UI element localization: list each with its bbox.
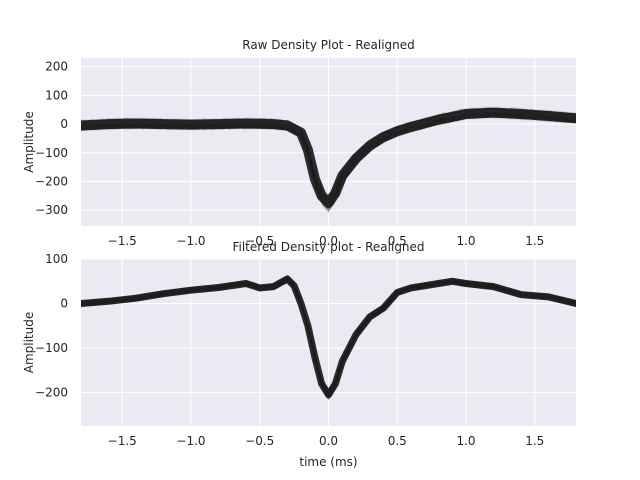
y-tick-label: 100 <box>45 88 68 102</box>
x-tick-label: 0.0 <box>319 234 338 248</box>
y-axis-label: Amplitude <box>22 312 36 374</box>
density-traces <box>81 105 576 214</box>
y-tick-label: −100 <box>35 341 68 355</box>
y-tick-label: −200 <box>35 174 68 188</box>
x-tick-label: −1.5 <box>108 234 137 248</box>
x-tick-label: −1.0 <box>176 434 205 448</box>
x-tick-label: 1.5 <box>525 234 544 248</box>
density-core-line <box>81 275 576 399</box>
y-tick-label: −200 <box>35 386 68 400</box>
x-tick-label: −0.5 <box>245 434 274 448</box>
x-tick-label: 1.0 <box>456 234 475 248</box>
x-tick-label: 1.5 <box>525 434 544 448</box>
x-tick-label: −1.0 <box>176 234 205 248</box>
x-tick-label: −0.5 <box>245 234 274 248</box>
y-tick-label: 0 <box>60 297 68 311</box>
x-tick-label: −1.5 <box>108 434 137 448</box>
x-axis-label: time (ms) <box>299 455 357 469</box>
chart-title: Raw Density Plot - Realigned <box>242 38 415 52</box>
y-tick-label: 100 <box>45 252 68 266</box>
x-tick-label: 1.0 <box>456 434 475 448</box>
y-tick-label: −100 <box>35 146 68 160</box>
filtered-density-panel: −1.5 −1.0 −0.5 0.0 0.5 1.0 1.5 100 0 −100 −200 Filt… <box>22 240 576 469</box>
x-tick-label: 0.5 <box>388 434 407 448</box>
y-tick-label: 200 <box>45 60 68 74</box>
x-tick-label: 0.0 <box>319 434 338 448</box>
density-core-line <box>81 107 576 208</box>
y-tick-label: −300 <box>35 203 68 217</box>
y-axis-label: Amplitude <box>22 111 36 173</box>
raw-density-panel: −1.5 −1.0 −0.5 0.0 0.5 1.0 1.5 200 100 0 −100 −200 −… <box>22 38 576 248</box>
chart-title: Filtered Density plot - Realigned <box>232 240 424 254</box>
density-traces <box>81 275 576 402</box>
y-tick-label: 0 <box>60 117 68 131</box>
x-tick-label: 0.5 <box>388 234 407 248</box>
